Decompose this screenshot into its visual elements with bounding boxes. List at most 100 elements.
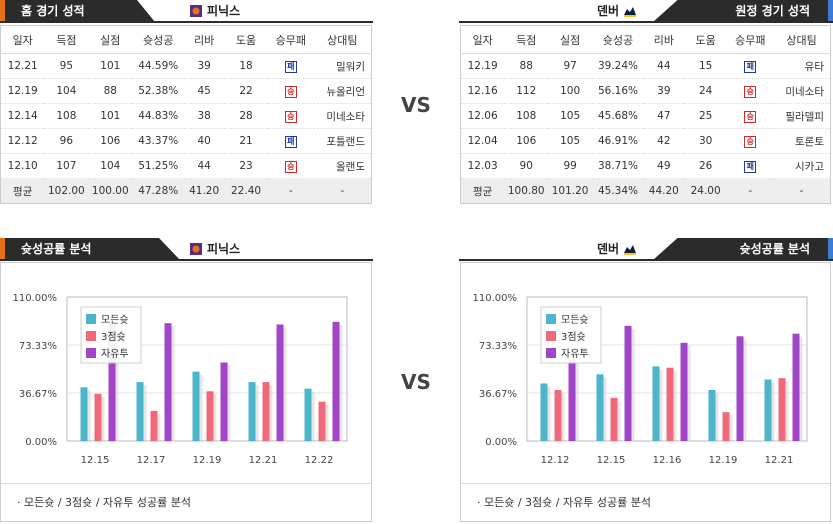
ast-cell: 28 <box>224 103 268 129</box>
y-tick-label: 73.33% <box>19 341 57 352</box>
avg-opp-cell: 100.00 <box>88 178 133 204</box>
reb-cell: 49 <box>643 153 684 179</box>
legend-swatch <box>86 314 96 324</box>
home-accent-bar <box>0 0 5 22</box>
away-header-label: 원정 경기 성적 <box>735 4 810 18</box>
avg-ast-cell: 22.40 <box>224 178 268 204</box>
legend-label: 3점슛 <box>561 331 586 343</box>
opp-cell: 105 <box>548 103 593 129</box>
reb-cell: 42 <box>643 128 684 154</box>
pts-cell: 106 <box>504 128 549 154</box>
legend-swatch <box>86 348 96 358</box>
avg-ast-cell: 24.00 <box>683 178 728 204</box>
avg-reb-cell: 44.20 <box>643 178 684 204</box>
result-cell: 승 <box>267 78 314 104</box>
date-cell: 12.19 <box>0 78 45 104</box>
avg-team-cell: - <box>773 178 831 204</box>
column-header: 도움 <box>683 25 728 54</box>
x-tick-label: 12.22 <box>305 455 334 466</box>
bar <box>596 374 604 441</box>
fg-cell: 44.83% <box>132 103 185 129</box>
bar <box>540 383 548 441</box>
bar <box>652 366 660 441</box>
bar <box>624 325 632 441</box>
home-chart-header: 슛성공률 분석 피닉스 <box>0 238 373 261</box>
column-header: 실점 <box>88 25 133 54</box>
avg-reb-cell: 41.20 <box>184 178 225 204</box>
away-chart-panel: 0.00% 36.67% 73.33% 110.00% 12.12 12.15 12.16 1… <box>460 262 831 522</box>
fg-cell: 45.68% <box>592 103 644 129</box>
x-tick-label: 12.12 <box>541 455 570 466</box>
date-cell: 12.19 <box>460 53 505 79</box>
column-header: 승무패 <box>267 25 314 54</box>
team-cell: 밀워키 <box>313 53 372 79</box>
y-tick-label: 110.00% <box>13 293 58 304</box>
opp-cell: 100 <box>548 78 593 104</box>
date-cell: 12.21 <box>0 53 45 79</box>
pts-cell: 108 <box>504 103 549 129</box>
x-tick-label: 12.21 <box>249 455 278 466</box>
ast-cell: 18 <box>224 53 268 79</box>
home-chart-header-tab: 슛성공률 분석 <box>5 238 180 260</box>
table-row: 12.03 90 99 38.71% 49 26 패 시카고 <box>460 153 831 179</box>
opp-cell: 106 <box>88 128 133 154</box>
bar <box>708 389 716 441</box>
away-header: 덴버 원정 경기 성적 <box>459 0 833 23</box>
x-tick-label: 12.19 <box>193 455 222 466</box>
pts-cell: 104 <box>44 78 89 104</box>
fg-cell: 52.38% <box>132 78 185 104</box>
pts-cell: 88 <box>504 53 549 79</box>
ast-cell: 26 <box>683 153 728 179</box>
legend-label: 모든슛 <box>101 314 129 326</box>
result-cell: 승 <box>267 103 314 129</box>
team-cell: 시카고 <box>773 153 831 179</box>
team-cell: 필라델피 <box>773 103 831 129</box>
table-row: 12.10 107 104 51.25% 44 23 승 올랜도 <box>0 153 372 179</box>
bar <box>792 333 800 441</box>
bar <box>220 362 228 441</box>
table-row: 12.06 108 105 45.68% 47 25 승 필라델피 <box>460 103 831 129</box>
away-chart-header-tab: 슛성공률 분석 <box>653 238 828 260</box>
x-tick-label: 12.21 <box>765 455 794 466</box>
suns-logo-icon <box>190 5 202 17</box>
home-header-tab: 홈 경기 성적 <box>5 0 155 22</box>
result-cell: 승 <box>267 153 314 179</box>
vs-label-top: VS <box>401 93 431 117</box>
away-stats-table: 일자 득점 실점 슛성공 리바 도움 승무패 상대팀 12.19 88 97 39.24% 44 15 패 유… <box>460 25 831 204</box>
away-chart-team: 덴버 <box>597 238 641 260</box>
legend-swatch <box>546 331 556 341</box>
ast-cell: 23 <box>224 153 268 179</box>
fg-cell: 43.37% <box>132 128 185 154</box>
reb-cell: 44 <box>643 53 684 79</box>
reb-cell: 38 <box>184 103 225 129</box>
pts-cell: 107 <box>44 153 89 179</box>
opp-cell: 88 <box>88 78 133 104</box>
opp-cell: 99 <box>548 153 593 179</box>
home-chart-accent-bar <box>0 238 5 260</box>
avg-res-cell: - <box>727 178 774 204</box>
y-tick-label: 110.00% <box>473 293 518 304</box>
y-tick-label: 73.33% <box>479 341 517 352</box>
result-badge: 패 <box>744 60 757 73</box>
reb-cell: 39 <box>643 78 684 104</box>
team-cell: 미네소타 <box>773 78 831 104</box>
reb-cell: 39 <box>184 53 225 79</box>
result-cell: 승 <box>727 78 774 104</box>
fg-cell: 38.71% <box>592 153 644 179</box>
away-chart-header: 덴버 슛성공률 분석 <box>459 238 833 261</box>
average-row: 평균 100.80 101.20 45.34% 44.20 24.00- - <box>460 178 831 204</box>
bar <box>722 412 730 441</box>
away-team-name: 덴버 <box>597 4 620 18</box>
column-header: 실점 <box>548 25 593 54</box>
pts-cell: 90 <box>504 153 549 179</box>
table-row: 12.19 88 97 39.24% 44 15 패 유타 <box>460 53 831 79</box>
bar <box>778 378 786 441</box>
x-tick-label: 12.15 <box>597 455 626 466</box>
table-header-row: 일자 득점 실점 슛성공 리바 도움 승무패 상대팀 <box>0 25 372 54</box>
home-team-name: 피닉스 <box>207 4 241 18</box>
bar <box>736 336 744 441</box>
bar <box>80 387 88 441</box>
avg-pts-cell: 100.80 <box>504 178 549 204</box>
bar <box>206 391 214 441</box>
table-row: 12.19 104 88 52.38% 45 22 승 뉴올리언 <box>0 78 372 104</box>
